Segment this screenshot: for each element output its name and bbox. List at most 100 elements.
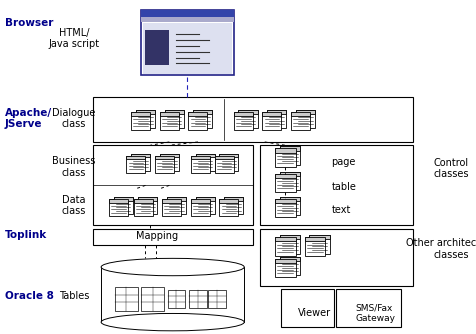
Bar	[136, 110, 155, 114]
Bar	[279, 172, 300, 190]
Bar	[274, 198, 295, 217]
Bar	[141, 287, 164, 311]
Text: Data
class: Data class	[61, 195, 86, 216]
Text: Dialogue
class: Dialogue class	[52, 108, 95, 129]
Bar	[162, 199, 181, 203]
Bar	[140, 10, 233, 75]
Bar	[262, 112, 281, 116]
Bar	[133, 199, 152, 216]
Text: Business
class: Business class	[52, 156, 95, 178]
Bar	[140, 10, 233, 16]
Bar	[164, 110, 183, 114]
Bar	[164, 110, 183, 128]
Text: table: table	[331, 182, 356, 192]
Text: Mapping: Mapping	[136, 231, 178, 241]
Bar	[162, 199, 181, 216]
Bar	[279, 146, 300, 165]
Bar	[133, 199, 152, 203]
Bar	[138, 197, 157, 201]
Bar	[167, 197, 186, 201]
Bar	[219, 154, 238, 171]
Bar	[208, 290, 225, 308]
Bar	[109, 199, 128, 203]
Bar	[195, 154, 214, 157]
Bar	[126, 156, 145, 173]
Bar	[279, 257, 300, 275]
Bar	[295, 110, 314, 128]
Bar	[136, 110, 155, 128]
Bar	[159, 112, 178, 130]
Bar	[190, 156, 209, 159]
Bar	[295, 110, 314, 114]
Bar	[274, 237, 295, 241]
Bar	[238, 110, 257, 128]
Bar	[308, 235, 329, 239]
Bar	[113, 197, 132, 201]
Bar	[279, 146, 300, 151]
Bar	[233, 112, 252, 130]
Bar	[279, 235, 300, 239]
Bar	[279, 172, 300, 176]
Bar	[101, 267, 244, 322]
Bar	[126, 156, 145, 159]
Bar	[290, 112, 309, 116]
Bar	[279, 235, 300, 254]
Bar	[93, 97, 412, 142]
Bar	[219, 199, 238, 216]
Text: Other architecture
classes: Other architecture classes	[405, 238, 476, 260]
Bar	[279, 196, 300, 201]
Bar	[274, 174, 295, 192]
Bar	[140, 16, 233, 22]
Bar	[308, 235, 329, 254]
Bar	[131, 154, 150, 157]
Text: SMS/Fax
Gateway: SMS/Fax Gateway	[355, 304, 395, 323]
Bar	[159, 154, 178, 157]
Bar	[233, 112, 252, 116]
Bar	[195, 197, 214, 214]
Bar	[188, 112, 207, 116]
Bar	[167, 197, 186, 214]
Bar	[274, 259, 295, 263]
Bar	[131, 112, 150, 130]
Bar	[238, 110, 257, 114]
Bar	[274, 237, 295, 256]
Bar	[336, 289, 400, 327]
Text: Tables: Tables	[59, 291, 89, 301]
Text: Control
classes: Control classes	[432, 158, 467, 179]
Bar	[190, 199, 209, 203]
Bar	[259, 229, 412, 286]
Text: HTML/
Java script: HTML/ Java script	[48, 28, 99, 49]
Bar	[279, 196, 300, 215]
Bar	[214, 156, 233, 159]
Bar	[159, 112, 178, 116]
Bar	[131, 112, 150, 116]
Text: Viewer: Viewer	[297, 308, 330, 318]
Bar	[267, 110, 286, 128]
Bar	[93, 229, 252, 245]
Bar	[131, 154, 150, 171]
Bar	[304, 237, 325, 256]
Text: Toplink: Toplink	[5, 230, 47, 240]
Bar	[219, 154, 238, 157]
Bar	[109, 199, 128, 216]
Bar	[93, 145, 252, 225]
Bar	[224, 197, 243, 214]
Text: page: page	[331, 157, 355, 167]
Bar	[219, 199, 238, 203]
Bar	[138, 197, 157, 214]
Bar	[259, 145, 412, 225]
Bar	[267, 110, 286, 114]
Bar	[274, 198, 295, 203]
Bar	[274, 259, 295, 277]
Text: Apache/
JServe: Apache/ JServe	[5, 108, 52, 129]
Bar	[279, 257, 300, 261]
Bar	[145, 29, 168, 65]
Text: Browser: Browser	[5, 18, 53, 28]
Bar	[274, 148, 295, 167]
Bar	[274, 148, 295, 153]
Bar	[155, 156, 174, 173]
Bar	[224, 197, 243, 201]
Bar	[281, 289, 333, 327]
Ellipse shape	[101, 313, 244, 331]
Bar	[304, 237, 325, 241]
